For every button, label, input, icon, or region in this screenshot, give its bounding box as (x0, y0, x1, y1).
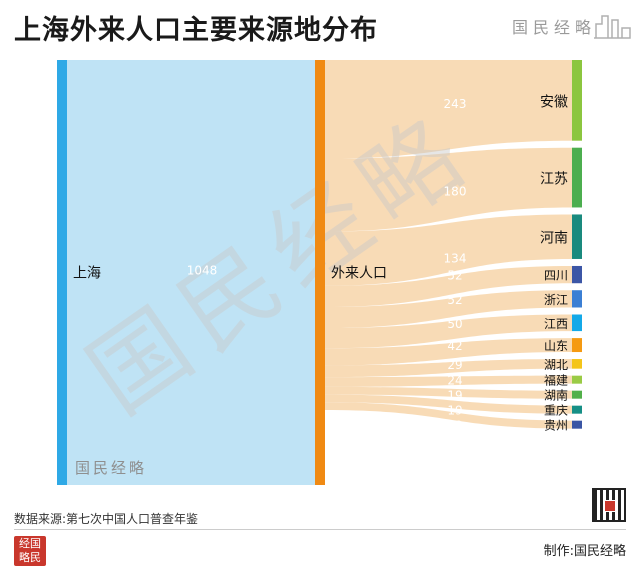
middle-node (315, 60, 325, 485)
target-link-value: 19 (447, 404, 462, 418)
source-link-value: 1048 (187, 264, 218, 278)
target-node (572, 290, 582, 308)
target-node (572, 214, 582, 259)
target-link (325, 214, 572, 286)
target-link-value: 243 (444, 97, 467, 111)
target-node (572, 405, 582, 414)
target-node (572, 60, 582, 141)
source-node (57, 60, 67, 485)
target-link (325, 290, 572, 329)
target-node (572, 338, 582, 353)
brand-mark: 国民经略 (512, 10, 632, 40)
target-node (572, 147, 582, 208)
target-link (325, 265, 572, 307)
target-node-label: 江苏 (540, 172, 568, 188)
source-node-label: 上海 (73, 266, 101, 282)
target-node-label: 湖北 (544, 357, 568, 372)
target-link-value: 52 (447, 293, 462, 307)
target-link (325, 386, 572, 399)
chart-title: 上海外来人口主要来源地分布 (14, 15, 378, 46)
target-link-value: 52 (447, 269, 462, 283)
target-node-label: 贵州 (544, 419, 568, 433)
target-node-label: 湖南 (544, 388, 568, 403)
target-link (325, 394, 572, 414)
target-node (572, 375, 582, 384)
target-link (325, 147, 572, 232)
target-node-label: 河南 (540, 231, 568, 247)
target-node (572, 314, 582, 332)
target-link-value: 180 (444, 185, 467, 199)
brand-logo: 经国 略民 (14, 536, 46, 566)
target-node-label: 山东 (544, 339, 568, 353)
target-node-label: 浙江 (544, 293, 568, 307)
target-link-value: 19 (447, 419, 462, 433)
target-node-label: 四川 (544, 269, 568, 283)
target-link (325, 338, 572, 366)
target-node-label: 重庆 (544, 404, 568, 418)
skyline-icon (594, 15, 631, 39)
target-node-label: 江西 (544, 317, 568, 331)
qr-code-icon (592, 488, 626, 522)
source-link (67, 60, 315, 485)
target-link (325, 60, 572, 159)
target-link (325, 402, 572, 429)
target-link-value: 19 (447, 389, 462, 403)
target-node (572, 265, 582, 284)
target-link-value: 24 (447, 374, 462, 388)
target-link-value: 42 (447, 339, 462, 353)
target-link-value: 29 (447, 358, 462, 372)
target-node (572, 359, 582, 369)
credit-text: 制作:国民经略 (543, 544, 626, 559)
target-link (325, 314, 572, 349)
target-link (325, 359, 572, 378)
target-link (325, 375, 572, 387)
target-link-value: 50 (447, 317, 462, 331)
target-node (572, 390, 582, 399)
data-source-note: 数据来源:第七次中国人口普查年鉴 (14, 512, 199, 526)
middle-node-label: 外来人口 (331, 266, 387, 282)
target-node-label: 安徽 (540, 94, 568, 110)
brand-text: 国民经略 (512, 18, 597, 37)
footer-divider (14, 529, 626, 530)
target-link-value: 134 (444, 251, 467, 265)
target-node (572, 420, 582, 429)
inner-brand-text: 国民经略 (75, 459, 147, 477)
target-node-label: 福建 (544, 373, 568, 388)
